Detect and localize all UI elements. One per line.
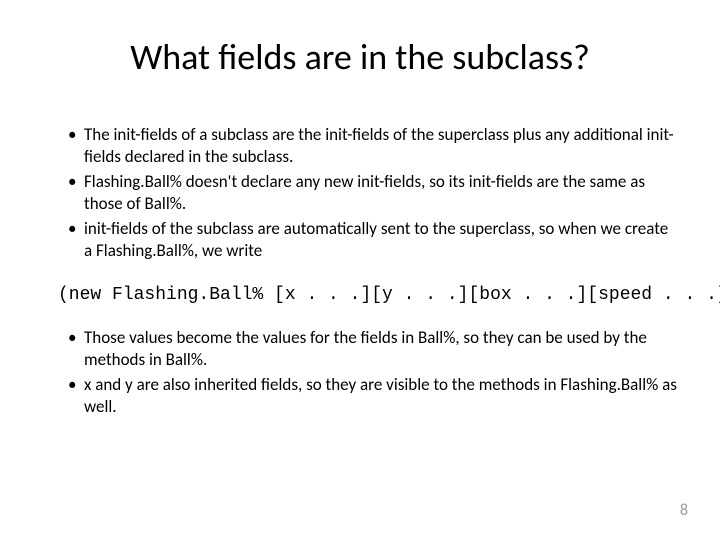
bullet-item: Flashing.Ball% doesn't declare any new i… (68, 171, 680, 215)
slide-title: What fields are in the subclass? (40, 35, 680, 79)
bullet-item: init-fields of the subclass are automati… (68, 218, 680, 262)
bullet-item: Those values become the values for the f… (68, 327, 680, 371)
page-number: 8 (680, 501, 688, 520)
bullet-item: The init-fields of a subclass are the in… (68, 124, 680, 168)
slide-content: What fields are in the subclass? The ini… (0, 0, 720, 441)
bottom-bullet-list: Those values become the values for the f… (40, 327, 680, 418)
code-example: (new Flashing.Ball% [x . . .][y . . .][b… (58, 285, 680, 305)
top-bullet-list: The init-fields of a subclass are the in… (40, 124, 680, 263)
bullet-item: x and y are also inherited fields, so th… (68, 374, 680, 418)
